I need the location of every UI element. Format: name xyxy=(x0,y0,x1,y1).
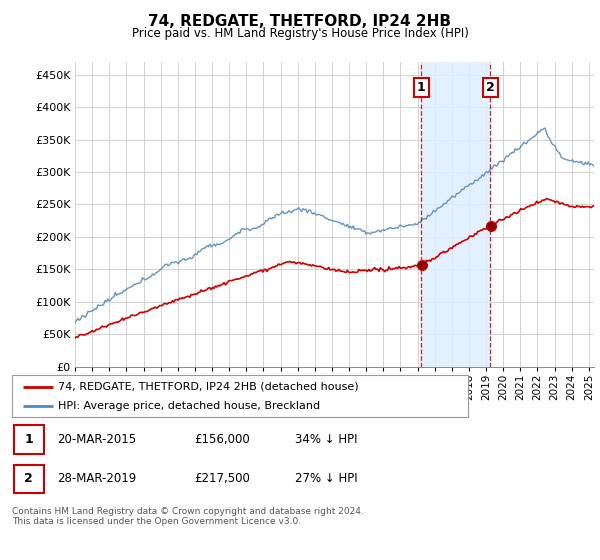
Text: 2: 2 xyxy=(486,81,494,94)
Text: 27% ↓ HPI: 27% ↓ HPI xyxy=(295,472,358,486)
FancyBboxPatch shape xyxy=(12,375,468,417)
Text: 2: 2 xyxy=(25,472,33,486)
Text: 74, REDGATE, THETFORD, IP24 2HB: 74, REDGATE, THETFORD, IP24 2HB xyxy=(149,14,452,29)
Text: 34% ↓ HPI: 34% ↓ HPI xyxy=(295,433,357,446)
Text: 28-MAR-2019: 28-MAR-2019 xyxy=(58,472,137,486)
Text: 1: 1 xyxy=(25,433,33,446)
Text: 1: 1 xyxy=(417,81,426,94)
FancyBboxPatch shape xyxy=(14,465,44,493)
FancyBboxPatch shape xyxy=(14,426,44,454)
Text: Contains HM Land Registry data © Crown copyright and database right 2024.
This d: Contains HM Land Registry data © Crown c… xyxy=(12,507,364,526)
Text: Price paid vs. HM Land Registry's House Price Index (HPI): Price paid vs. HM Land Registry's House … xyxy=(131,27,469,40)
Text: 20-MAR-2015: 20-MAR-2015 xyxy=(58,433,137,446)
Text: £217,500: £217,500 xyxy=(194,472,250,486)
Text: HPI: Average price, detached house, Breckland: HPI: Average price, detached house, Brec… xyxy=(58,401,320,411)
Text: 74, REDGATE, THETFORD, IP24 2HB (detached house): 74, REDGATE, THETFORD, IP24 2HB (detache… xyxy=(58,381,358,391)
Bar xyxy=(421,62,490,367)
Text: £156,000: £156,000 xyxy=(194,433,250,446)
